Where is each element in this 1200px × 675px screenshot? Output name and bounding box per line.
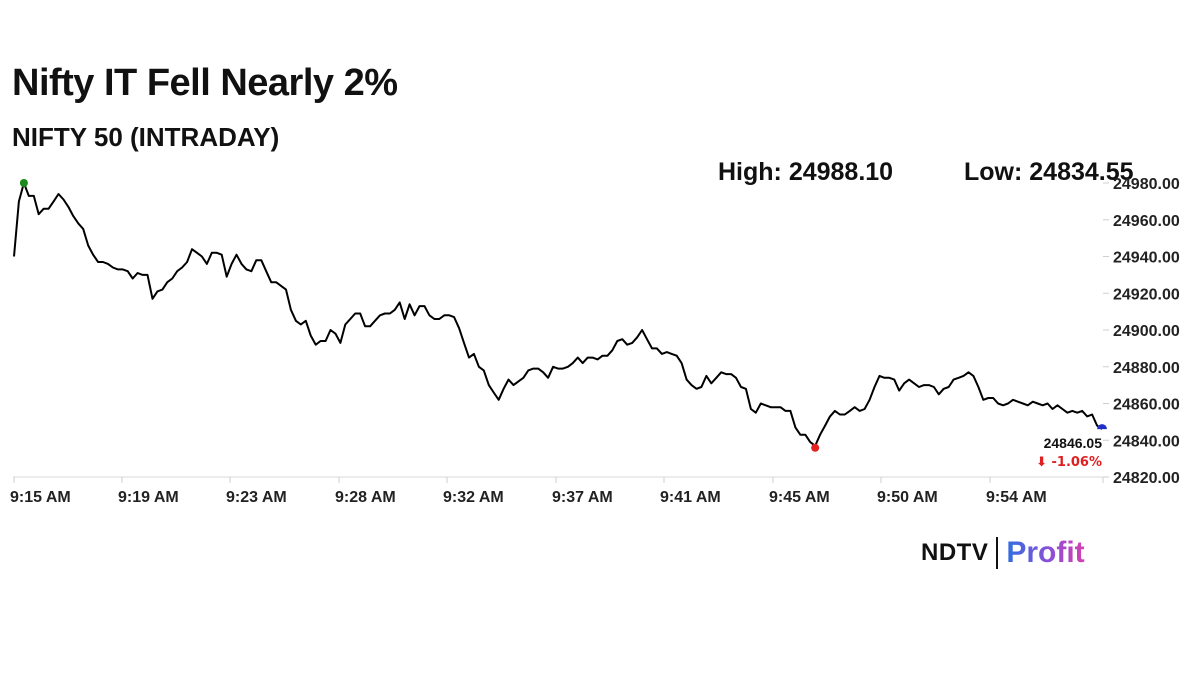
last-price-marker	[1097, 424, 1107, 430]
high-value-label: High: 24988.10	[718, 158, 894, 186]
logo-divider	[996, 537, 999, 569]
x-tick-label: 9:28 AM	[335, 489, 396, 506]
y-tick-label: 24860.00	[1113, 397, 1180, 414]
low-point-marker	[811, 443, 820, 452]
x-tick-label: 9:41 AM	[660, 489, 721, 506]
y-axis: 24820.00 24840.00 24860.00 24880.00 24900.00…	[1103, 176, 1180, 487]
x-tick-label: 9:19 AM	[118, 489, 179, 506]
x-tick-label: 9:23 AM	[226, 489, 287, 506]
y-tick-label: 24880.00	[1113, 360, 1180, 377]
x-tick-label: 9:32 AM	[443, 489, 504, 506]
x-tick-label: 9:50 AM	[877, 489, 938, 506]
y-tick-label: 24900.00	[1113, 323, 1180, 340]
profit-wordmark: Profit	[1006, 536, 1085, 569]
x-tick-label: 9:15 AM	[10, 489, 71, 506]
y-tick-label: 24960.00	[1113, 213, 1180, 230]
chart-title: Nifty IT Fell Nearly 2%	[12, 62, 398, 104]
last-price-label: 24846.05	[1044, 435, 1103, 451]
change-percent-label: ⬇ -1.06%	[1036, 455, 1102, 470]
ndtv-profit-logo: NDTV Profit	[921, 533, 1085, 573]
x-tick-label: 9:45 AM	[769, 489, 830, 506]
ndtv-wordmark: NDTV	[921, 539, 989, 566]
x-tick-label: 9:37 AM	[552, 489, 613, 506]
high-point-marker	[19, 179, 28, 187]
low-value-label: Low: 24834.55	[964, 158, 1134, 186]
x-tick-label: 9:54 AM	[986, 489, 1047, 506]
y-tick-label: 24980.00	[1113, 176, 1180, 193]
x-axis: 9:15 AM 9:19 AM 9:23 AM 9:28 AM 9:32 AM 9:37 …	[10, 477, 1104, 506]
y-tick-label: 24940.00	[1113, 250, 1180, 267]
y-tick-label: 24820.00	[1113, 470, 1180, 487]
price-series-line	[13, 182, 1103, 447]
y-tick-label: 24840.00	[1113, 433, 1180, 450]
y-tick-label: 24920.00	[1113, 286, 1180, 303]
chart-subtitle: NIFTY 50 (INTRADAY)	[12, 122, 280, 152]
